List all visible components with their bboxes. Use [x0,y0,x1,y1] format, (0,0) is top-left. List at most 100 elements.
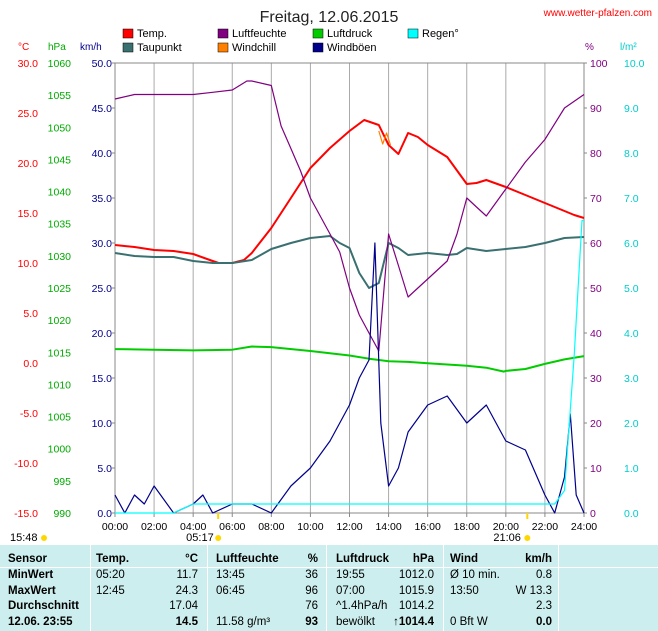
column-separator [207,545,208,631]
temp-tick-label: 5.0 [23,308,38,320]
legend-label: Luftdruck [327,28,373,40]
pressure-tick-label: 1030 [48,251,72,263]
x-tick-label: 02:00 [141,521,167,533]
sun-markers: 15:48 05:17 21:06 [10,513,531,544]
column-separator [558,545,559,631]
stats-cell: 76 [305,600,318,612]
stats-cell: 05:20 [96,569,125,581]
legend-label: Luftfeuchte [232,28,286,40]
stats-cell: 14.5 [175,615,198,628]
legend-label: Temp. [137,28,167,40]
wind-tick-label: 45.0 [92,103,113,115]
humidity-tick-label: 70 [590,193,602,205]
stats-cell: Durchschnitt [8,600,79,612]
temp-tick-label: 0.0 [23,358,38,370]
legend-swatch [122,28,134,39]
x-tick-label: 20:00 [493,521,519,533]
rain-tick-label: 10.0 [624,58,645,70]
wind-tick-label: 40.0 [92,148,113,160]
humidity-tick-label: 0 [590,508,596,520]
stats-header-cell: Wind [450,553,478,565]
stats-cell: 0.8 [536,569,552,581]
humidity-tick-label: 30 [590,373,602,385]
stats-cell: Ø 10 min. [450,569,500,581]
stats-header-cell: Luftfeuchte [216,553,279,565]
series-lines [114,80,585,514]
sun-icon [41,535,47,541]
stats-cell: 96 [305,584,318,597]
rain-unit: l/m² [620,42,637,53]
humidity-tick-label: 10 [590,463,602,475]
sunset-label: 21:06 [493,532,521,544]
legend-label: Taupunkt [137,42,182,54]
rain-tick-label: 4.0 [624,328,639,340]
stats-cell: ↑1014.4 [393,615,434,628]
humidity-tick-label: 50 [590,283,602,295]
temp-tick-label: 30.0 [18,58,39,70]
legend-label: Windböen [327,42,377,54]
wind-tick-label: 15.0 [92,373,113,385]
x-tick-label: 00:00 [102,521,128,533]
stats-header-cell: hPa [412,553,434,565]
stats-cell: 12.06. 23:55 [8,615,73,628]
pressure-tick-label: 1035 [48,219,72,231]
humidity-tick-label: 20 [590,418,602,430]
rain-tick-label: 0.0 [624,508,639,520]
column-separator [443,545,444,631]
sunrise-label: 05:17 [186,532,214,544]
temp-tick-label: 15.0 [18,208,39,220]
pressure-tick-label: 1050 [48,122,72,134]
legend-swatch [407,28,419,39]
rain-tick-label: 6.0 [624,238,639,250]
legend-swatch [217,42,229,53]
pressure-tick-label: 1015 [48,347,72,359]
temp-tick-label: 10.0 [18,258,39,270]
chart-title: Freitag, 12.06.2015 [260,9,399,26]
wind-tick-label: 20.0 [92,328,113,340]
legend-label: Windchill [232,42,276,54]
x-tick-label: 10:00 [297,521,323,533]
wind-tick-label: 25.0 [92,283,113,295]
stats-cell: 0 Bft W [450,615,488,628]
series-line-luftfeuchte [114,80,585,352]
sunrise-sun-icon [215,535,222,541]
humidity-tick-label: 80 [590,148,602,160]
x-tick-label: 16:00 [415,521,441,533]
pressure-tick-label: 1025 [48,283,72,295]
temp-tick-label: 20.0 [18,158,39,170]
weather-chart: Freitag, 12.06.2015 www.wetter-pfalzen.c… [10,8,652,544]
temp-tick-label: -5.0 [20,408,38,420]
x-tick-label: 18:00 [454,521,480,533]
wind-tick-label: 10.0 [92,418,113,430]
pressure-tick-label: 1055 [48,90,72,102]
pressure-tick-label: 1005 [48,412,72,424]
sunset-sun-icon [524,535,531,541]
stats-header-cell: Sensor [8,553,47,565]
legend-swatch [217,28,229,39]
stats-cell: W 13.3 [515,584,552,597]
stats-cell: 13:45 [216,569,245,581]
x-axis: 00:00 02:00 04:00 06:00 08:00 10:00 12:00 14:00… [102,513,597,533]
pressure-tick-label: 1040 [48,187,72,199]
stats-cell: 11.7 [176,569,198,581]
stats-cell: 12:45 [96,584,125,597]
stats-cell: 06:45 [216,584,245,597]
humidity-tick-label: 90 [590,103,602,115]
rain-tick-label: 9.0 [624,103,639,115]
stats-cell: bewölkt [336,615,375,628]
pressure-unit: hPa [48,42,66,53]
y-axes: 30.0 25.0 20.0 15.0 10.0 5.0 0.0 -5.0 -10.0 -15.0… [14,58,645,520]
wind-tick-label: 50.0 [92,58,113,70]
wind-tick-label: 30.0 [92,238,113,250]
pressure-tick-label: 990 [53,508,71,520]
wind-tick-label: 35.0 [92,193,113,205]
stats-cell: 2.3 [536,600,552,612]
x-tick-label: 22:00 [532,521,558,533]
stats-cell: MaxWert [8,584,56,597]
stats-cell: 1012.0 [398,569,434,581]
wind-tick-label: 0.0 [97,508,112,520]
stats-cell: MinWert [8,569,54,581]
pressure-tick-label: 1020 [48,315,72,327]
pressure-tick-label: 1000 [48,444,72,456]
stats-cell: ^1.4hPa/h [336,600,388,612]
